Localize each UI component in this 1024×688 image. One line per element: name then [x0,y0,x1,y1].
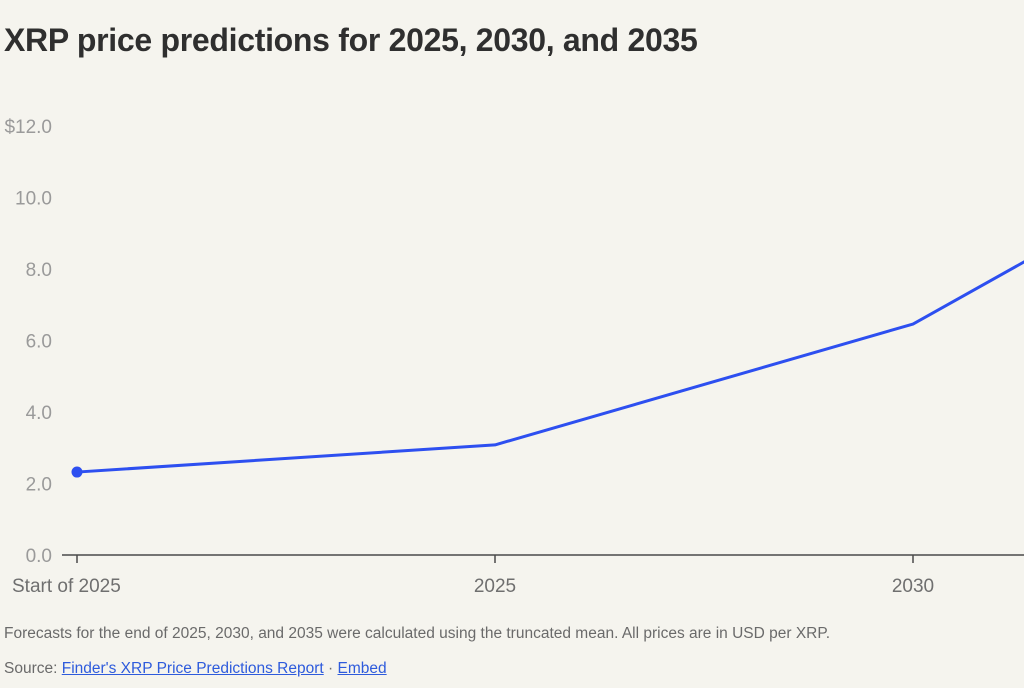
source-report-link[interactable]: Finder's XRP Price Predictions Report [61,660,324,677]
footnote: Forecasts for the end of 2025, 2030, and… [4,625,831,642]
y-tick-label: 10.0 [15,189,52,210]
series-xrp-price [71,260,1024,478]
y-tick-label: 8.0 [26,260,52,281]
source-line: Source: Finder's XRP Price Predictions R… [4,660,387,678]
x-tick-label: 2025 [474,576,516,597]
x-tick-label: Start of 2025 [12,576,121,597]
data-point [71,466,83,478]
y-axis: 0.0 2.0 4.0 6.0 8.0 10.0 $12.0 [4,117,52,567]
y-tick-label: 4.0 [26,403,52,424]
source-label: Source: [4,660,58,677]
source-separator: · [328,660,334,677]
series-line [76,260,1024,474]
chart-title: XRP price predictions for 2025, 2030, an… [4,22,698,58]
x-axis: Start of 2025 2025 2030 [12,554,1024,597]
y-tick-label: $12.0 [4,117,52,138]
embed-link[interactable]: Embed [337,660,387,677]
y-tick-label: 6.0 [26,332,52,353]
x-tick-label: 2030 [892,576,934,597]
y-tick-label: 2.0 [26,475,52,496]
y-tick-label: 0.0 [26,546,52,567]
